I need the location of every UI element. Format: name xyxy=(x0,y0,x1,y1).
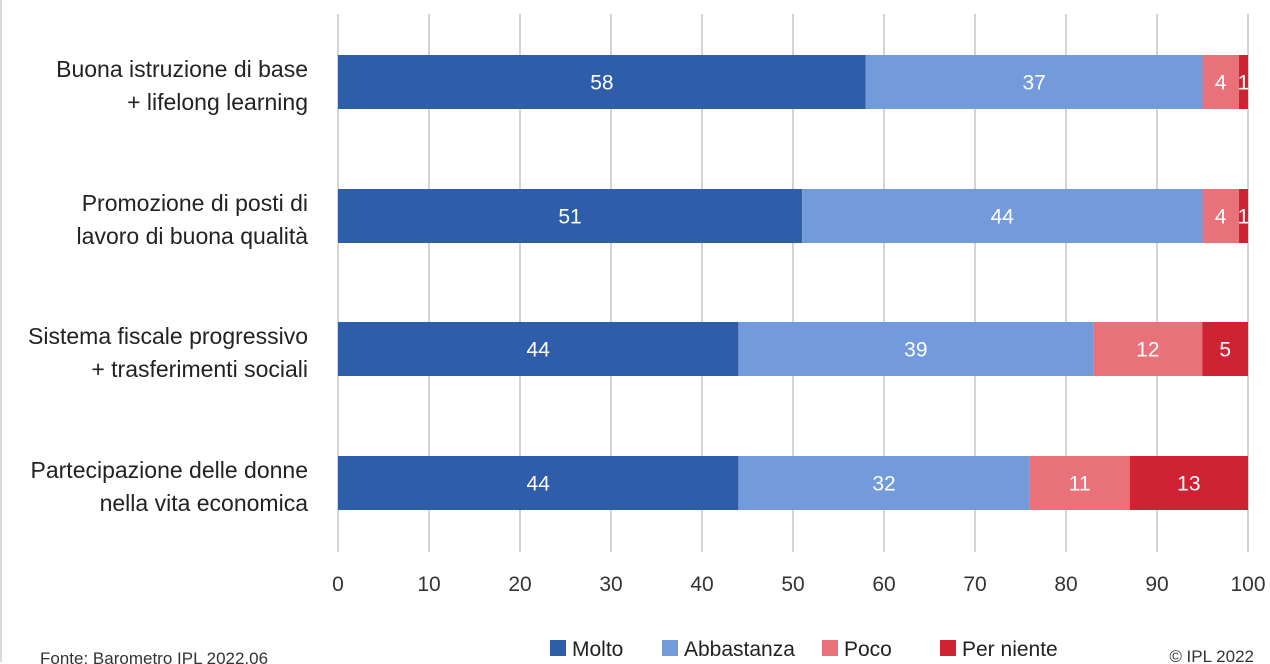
legend-swatch xyxy=(940,640,956,656)
legend-label: Molto xyxy=(572,638,623,661)
data-label: 39 xyxy=(904,339,927,362)
x-tick-label: 100 xyxy=(1230,573,1265,596)
data-label: 44 xyxy=(991,206,1015,229)
data-label: 12 xyxy=(1136,339,1159,362)
data-label: 11 xyxy=(1069,473,1091,496)
data-label: 13 xyxy=(1177,473,1200,496)
legend-label: Per niente xyxy=(962,638,1058,661)
data-label: 32 xyxy=(872,473,895,496)
category-label: + lifelong learning xyxy=(127,89,308,115)
data-label: 1 xyxy=(1238,72,1250,95)
bar-segment xyxy=(1129,456,1248,510)
x-tick-label: 90 xyxy=(1145,573,1168,596)
data-label: 58 xyxy=(590,72,613,95)
bar-segment xyxy=(1238,189,1248,243)
bars: 58 37 4 151 44 4 144 39 12 544 32 11 13 xyxy=(338,55,1249,510)
bar-segment xyxy=(338,55,866,109)
bar-segment xyxy=(338,189,803,243)
x-tick-label: 60 xyxy=(872,573,895,596)
x-tick-label: 70 xyxy=(963,573,986,596)
bar-segment xyxy=(338,322,739,376)
bar-segment xyxy=(1093,322,1203,376)
data-label: 44 xyxy=(527,473,551,496)
x-tick-label: 80 xyxy=(1054,573,1077,596)
legend: Molto Abbastanza Poco Per niente xyxy=(550,638,1058,661)
x-tick-label: 20 xyxy=(508,573,531,596)
data-label: 51 xyxy=(558,206,581,229)
bar-segment xyxy=(1202,189,1239,243)
category-label: Sistema fiscale progressivo xyxy=(28,323,308,349)
source-note: Fonte: Barometro IPL 2022.06 xyxy=(40,649,268,664)
bar-segment xyxy=(1238,55,1248,109)
data-label: 4 xyxy=(1215,72,1227,95)
x-tick-label: 30 xyxy=(599,573,622,596)
data-label: 5 xyxy=(1219,339,1231,362)
x-tick-label: 10 xyxy=(417,573,440,596)
bar-segment xyxy=(802,189,1203,243)
bar-segment xyxy=(738,322,1094,376)
data-label: 44 xyxy=(527,339,551,362)
category-label: lavoro di buona qualità xyxy=(77,223,309,249)
bar-segment xyxy=(1202,322,1248,376)
category-labels: Buona istruzione di base + lifelong learn… xyxy=(28,56,308,516)
category-label: Buona istruzione di base xyxy=(56,56,308,82)
bar-segment xyxy=(1202,55,1239,109)
legend-swatch xyxy=(550,640,566,656)
legend-swatch xyxy=(662,640,678,656)
x-tick-label: 50 xyxy=(781,573,804,596)
bar-segment xyxy=(1029,456,1130,510)
legend-swatch xyxy=(822,640,838,656)
bar-segment xyxy=(738,456,1030,510)
category-label: nella vita economica xyxy=(100,490,309,516)
data-label: 1 xyxy=(1238,206,1250,229)
copyright-note: © IPL 2022 xyxy=(1169,647,1254,664)
data-label: 4 xyxy=(1215,206,1227,229)
legend-label: Abbastanza xyxy=(684,638,795,661)
x-tick-label: 0 xyxy=(332,573,344,596)
category-label: + trasferimenti sociali xyxy=(91,356,308,382)
data-label: 37 xyxy=(1022,72,1045,95)
bar-segment xyxy=(865,55,1203,109)
x-axis-ticks: 0 10 20 30 40 50 60 70 80 90 100 xyxy=(332,573,1265,596)
bar-segment xyxy=(338,456,739,510)
category-label: Promozione di posti di xyxy=(82,190,308,216)
x-tick-label: 40 xyxy=(690,573,713,596)
legend-label: Poco xyxy=(844,638,892,661)
category-label: Partecipazione delle donne xyxy=(31,457,308,483)
